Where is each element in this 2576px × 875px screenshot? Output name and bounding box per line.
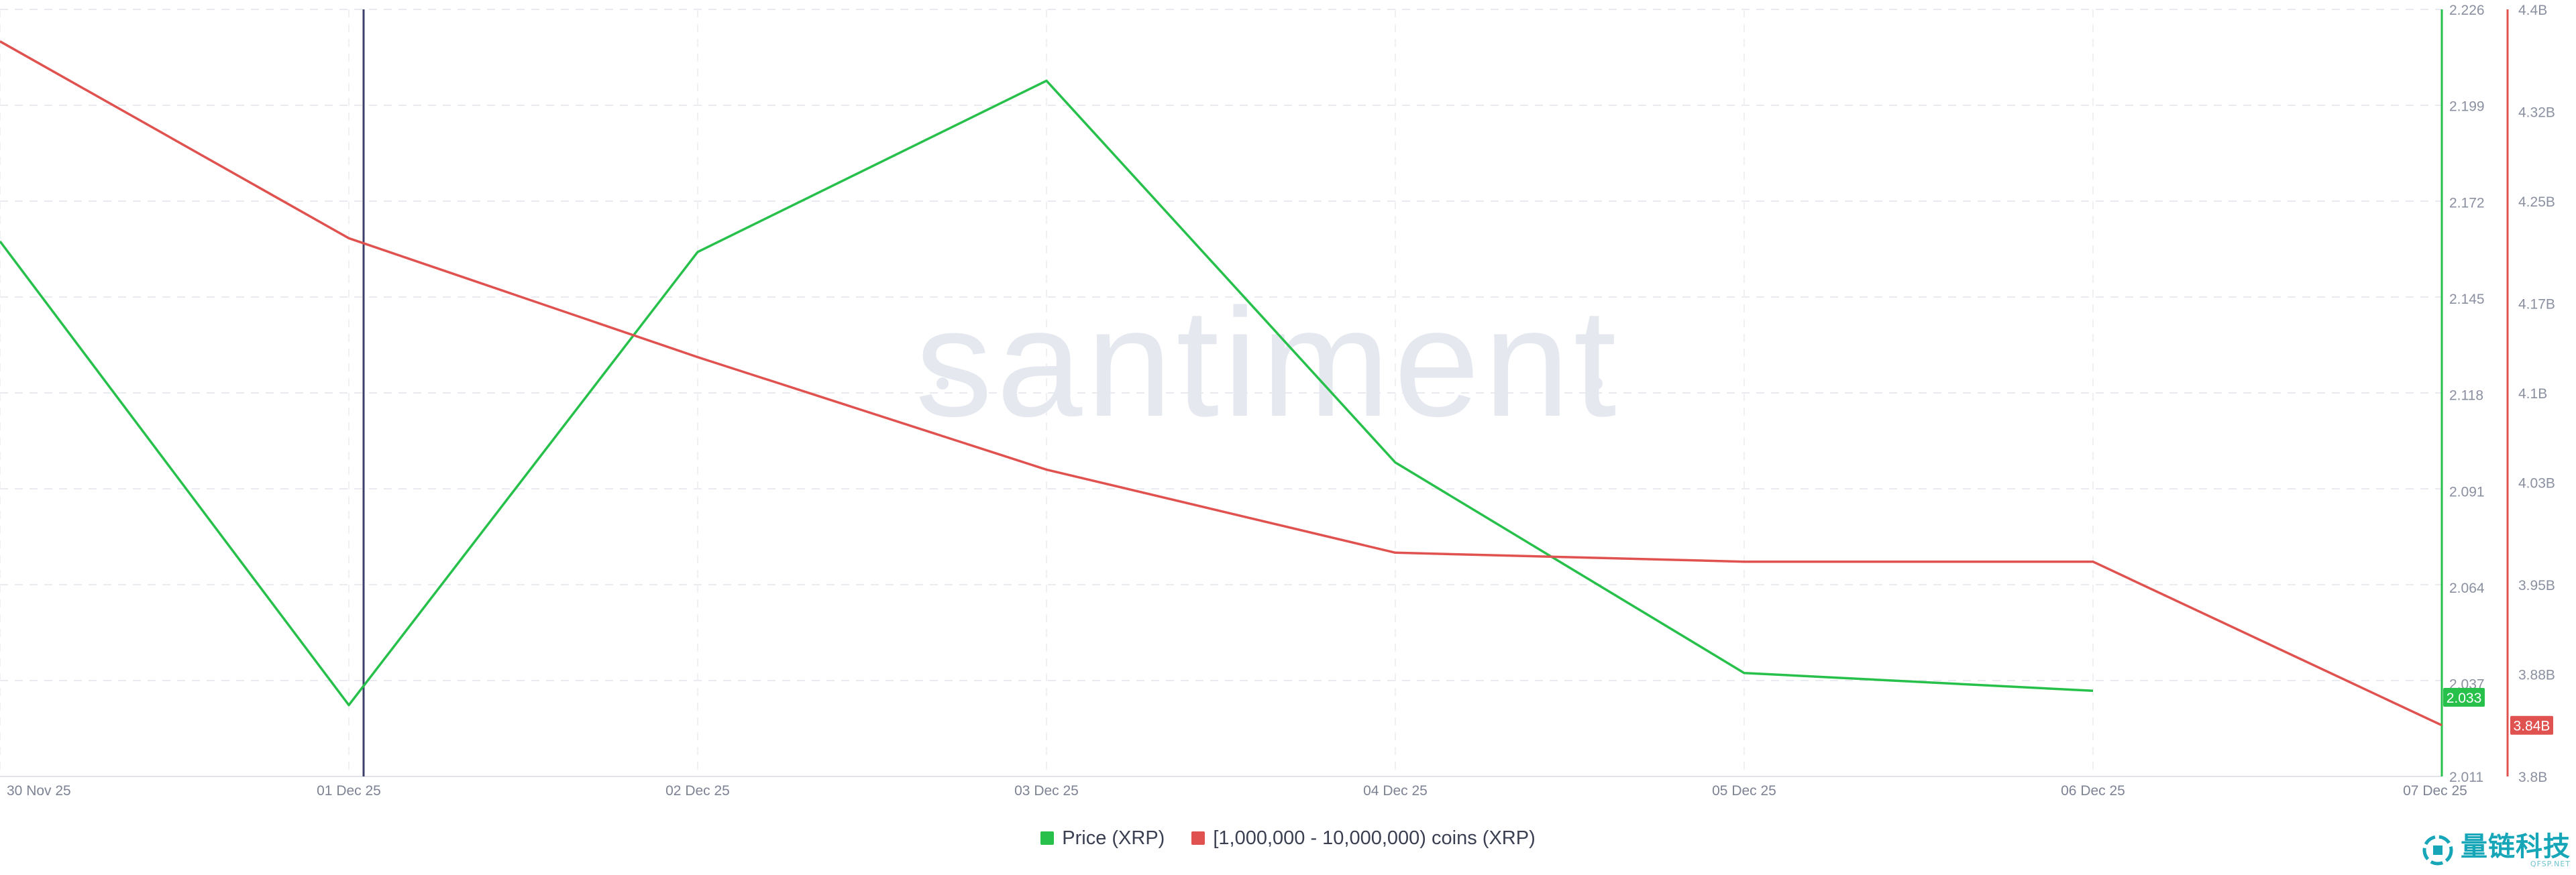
price-line: [0, 79, 2094, 707]
legend-item-price[interactable]: Price (XRP): [1040, 827, 1165, 850]
x-tick-label: 30 Nov 25: [7, 783, 71, 799]
holdings-last-value: 3.84B: [2514, 719, 2551, 734]
series-lines: [0, 40, 2443, 727]
axes: [0, 9, 2509, 777]
holdings-tick-label: 4.1B: [2518, 386, 2547, 402]
holdings-tick-label: 4.32B: [2518, 105, 2555, 121]
watermark-dot-left: [936, 377, 949, 390]
price-tick-label: 2.172: [2449, 195, 2485, 211]
holdings-last-value-badge: [2510, 715, 2553, 735]
legend-item-holders[interactable]: [1,000,000 - 10,000,000) coins (XRP): [1191, 827, 1536, 850]
holdings-line: [0, 40, 2443, 727]
holdings-tick-label: 4.4B: [2518, 3, 2547, 18]
axis-labels: 30 Nov 25 01 Dec 25 02 Dec 25 03 Dec 25 04 D…: [7, 3, 2555, 799]
holdings-tick-label: 4.17B: [2518, 297, 2555, 312]
brand-logo-subtext: QFSP.NET: [2530, 859, 2571, 868]
x-tick-label: 01 Dec 25: [317, 783, 381, 799]
holdings-tick-label: 3.95B: [2518, 578, 2555, 593]
x-tick-label: 05 Dec 25: [1712, 783, 1776, 799]
price-tick-label: 2.091: [2449, 484, 2485, 500]
holdings-tick-label: 4.25B: [2518, 194, 2555, 210]
legend-label-holders: [1,000,000 - 10,000,000) coins (XRP): [1213, 827, 1536, 849]
holdings-tick-label: 4.03B: [2518, 475, 2555, 491]
price-tick-label: 2.226: [2449, 3, 2485, 18]
x-tick-label: 03 Dec 25: [1014, 783, 1079, 799]
x-tick-label: 04 Dec 25: [1363, 783, 1428, 799]
holdings-tick-label: 3.88B: [2518, 667, 2555, 683]
price-tick-label: 2.118: [2449, 388, 2483, 404]
brand-logo-text: 量链科技: [2461, 831, 2571, 862]
legend: Price (XRP) [1,000,000 - 10,000,000) coi…: [0, 823, 2576, 853]
legend-swatch-holders: [1191, 831, 1205, 845]
price-last-value-badge: [2443, 688, 2485, 707]
legend-swatch-price: [1040, 831, 1055, 845]
holdings-tick-label: 3.8B: [2518, 770, 2547, 785]
watermark: santiment: [915, 276, 1620, 449]
legend-label-price: Price (XRP): [1062, 827, 1165, 849]
x-tick-label: 06 Dec 25: [2061, 783, 2125, 799]
x-tick-label: 02 Dec 25: [665, 783, 730, 799]
price-tick-label: 2.064: [2449, 581, 2485, 596]
watermark-dot-right: [1591, 377, 1603, 390]
x-tick-label: 07 Dec 25: [2403, 783, 2467, 799]
price-tick-label: 2.199: [2449, 99, 2485, 115]
price-tick-label: 2.145: [2449, 292, 2485, 307]
price-last-value: 2.033: [2447, 691, 2482, 706]
brand-logo-icon: [2422, 835, 2453, 866]
brand-logo: 量链科技 QFSP.NET: [2420, 833, 2571, 868]
price-tick-label: 2.011: [2449, 770, 2483, 785]
